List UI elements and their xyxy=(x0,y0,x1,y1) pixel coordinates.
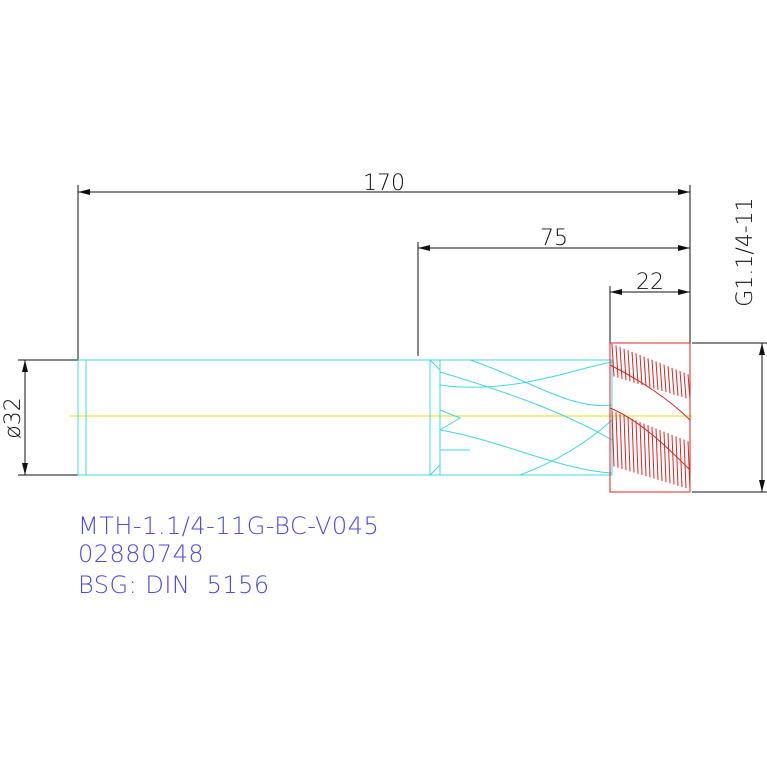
thread-line xyxy=(619,346,623,380)
dimension-lines xyxy=(18,185,767,493)
thread-line xyxy=(667,433,671,484)
thread-line xyxy=(639,421,643,476)
thread-line xyxy=(651,359,655,389)
thread-line xyxy=(627,417,631,472)
thread-line xyxy=(671,367,675,395)
thread-line xyxy=(635,420,639,474)
thread-line xyxy=(659,429,663,482)
thread-line xyxy=(647,358,651,388)
thread-line xyxy=(623,415,627,471)
thread-line xyxy=(643,423,647,477)
thread-line xyxy=(667,366,671,394)
thread-line xyxy=(623,348,627,381)
thread-line xyxy=(687,441,691,490)
tool-body xyxy=(77,359,613,476)
thread-line xyxy=(679,370,683,398)
part-number: MTH-1.1/4-11G-BC-V045 xyxy=(78,512,379,540)
thread-line xyxy=(639,354,643,386)
thread-line xyxy=(663,364,667,393)
thread-line xyxy=(683,439,687,489)
thread-line xyxy=(611,410,615,467)
thread-line xyxy=(635,353,639,384)
standard: BSG: DIN 5156 xyxy=(78,571,270,599)
thread-flute xyxy=(609,364,691,471)
thread-line xyxy=(671,434,675,485)
thread-line xyxy=(643,356,647,387)
thread-line xyxy=(631,418,635,473)
thread-line xyxy=(647,425,651,478)
dimension-overall-length: 170 xyxy=(363,171,405,196)
thread-line xyxy=(615,345,619,378)
thread-line xyxy=(655,361,659,390)
dimension-diameter: ø32 xyxy=(1,397,26,438)
thread-line xyxy=(679,437,683,488)
dimension-thread: G1.1/4-11 xyxy=(733,197,758,306)
dimension-thread-length: 22 xyxy=(636,270,664,295)
thread-line xyxy=(627,350,631,382)
thread xyxy=(609,342,691,493)
thread-line xyxy=(683,372,687,399)
thread-line xyxy=(611,343,615,377)
thread-line xyxy=(655,428,659,480)
thread-line xyxy=(615,412,619,468)
thread-line xyxy=(659,362,663,392)
thread-line xyxy=(687,374,691,400)
thread-line xyxy=(675,436,679,486)
dimension-flute-length: 75 xyxy=(540,226,568,251)
thread-line xyxy=(619,413,623,470)
thread-line xyxy=(663,431,667,483)
thread-line xyxy=(675,369,679,396)
code: 02880748 xyxy=(78,540,204,568)
